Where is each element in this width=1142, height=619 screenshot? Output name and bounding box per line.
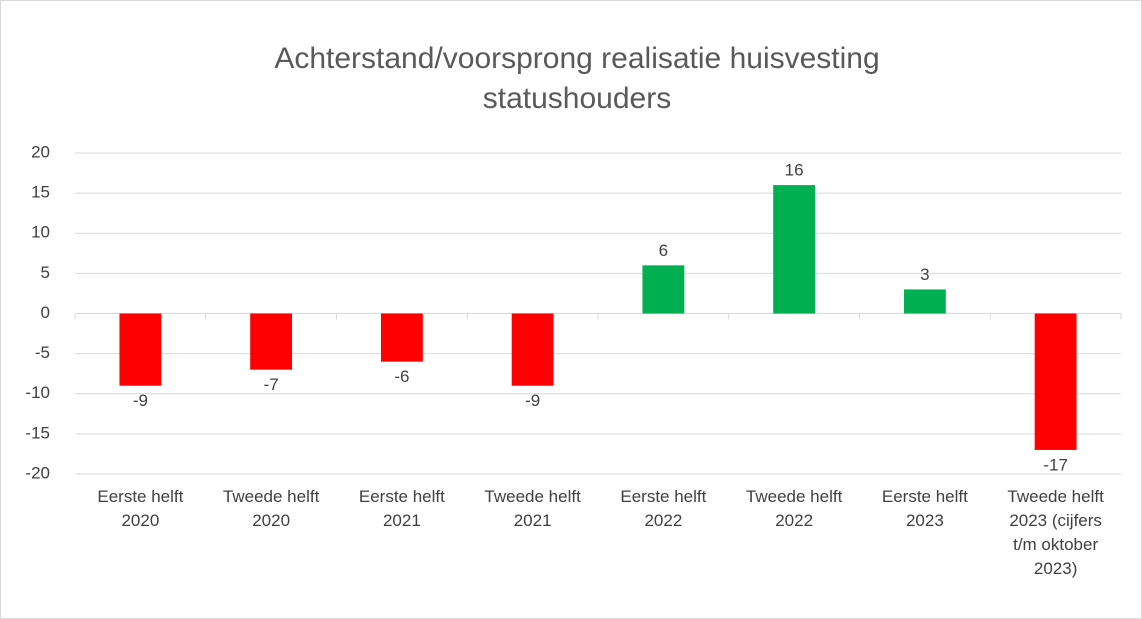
data-label: 3 bbox=[920, 265, 929, 284]
x-tick-label: Tweede helft 2021 bbox=[484, 487, 581, 530]
data-label: -9 bbox=[525, 391, 540, 410]
data-label: 16 bbox=[785, 161, 804, 180]
x-tick-label: Tweede helft 2023 (cijfers t/m oktober 2023… bbox=[1007, 487, 1104, 578]
bar bbox=[511, 313, 554, 386]
y-tick-label: -10 bbox=[25, 383, 50, 402]
data-label: -9 bbox=[133, 391, 148, 410]
y-tick-label: -20 bbox=[25, 463, 50, 482]
bar bbox=[1034, 313, 1077, 450]
y-tick-label: -5 bbox=[35, 343, 50, 362]
x-tick-label: Eerste helft 2022 bbox=[620, 487, 706, 530]
bar bbox=[903, 289, 946, 314]
bar bbox=[642, 265, 685, 314]
data-label: 6 bbox=[659, 241, 668, 260]
bar bbox=[773, 185, 816, 314]
x-tick-label: Eerste helft 2020 bbox=[97, 487, 183, 530]
bar bbox=[119, 313, 162, 386]
x-tick-label: Eerste helft 2023 bbox=[882, 487, 968, 530]
y-tick-label: 0 bbox=[41, 303, 50, 322]
x-tick-label: Eerste helft 2021 bbox=[359, 487, 445, 530]
data-label: -17 bbox=[1043, 455, 1068, 474]
data-label: -7 bbox=[264, 375, 279, 394]
y-tick-label: 10 bbox=[31, 223, 50, 242]
chart-title: Achterstand/voorsprong realisatie huisve… bbox=[274, 42, 879, 115]
bar bbox=[380, 313, 423, 362]
y-tick-label: 15 bbox=[31, 183, 50, 202]
data-label: -6 bbox=[394, 367, 409, 386]
y-tick-label: 5 bbox=[41, 263, 50, 282]
bar bbox=[250, 313, 293, 370]
x-tick-label: Tweede helft 2022 bbox=[746, 487, 843, 530]
y-tick-label: 20 bbox=[31, 142, 50, 161]
y-tick-label: -15 bbox=[25, 423, 50, 442]
x-tick-label: Tweede helft 2020 bbox=[223, 487, 320, 530]
